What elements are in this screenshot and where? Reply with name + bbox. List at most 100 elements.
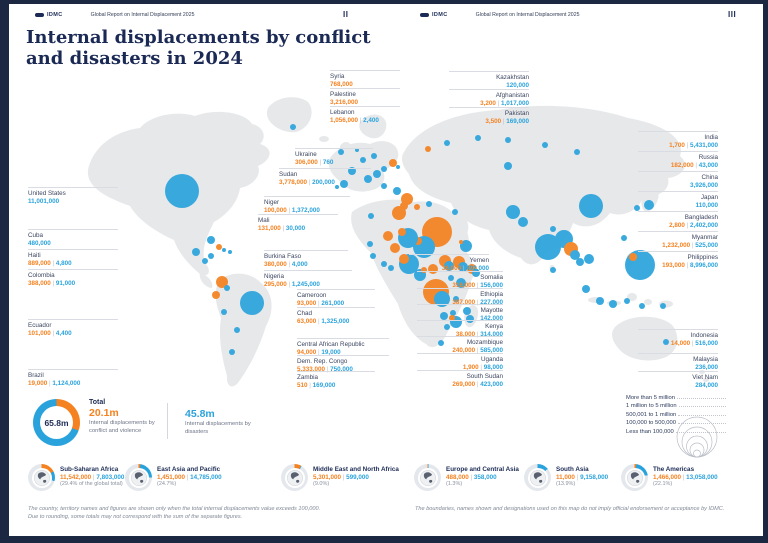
region-name: The Americas bbox=[653, 466, 695, 473]
country-values: 387,000 | 227,000 bbox=[417, 299, 503, 307]
country-name: Niger bbox=[264, 198, 280, 206]
country-label-palestine: Palestine 3,216,000 bbox=[330, 88, 400, 107]
country-values: 182,000 | 43,000 bbox=[638, 162, 718, 170]
value-separator: | bbox=[307, 381, 313, 389]
island-borneo bbox=[627, 293, 637, 301]
country-name: Afghanistan bbox=[495, 91, 529, 99]
country-name: Syria bbox=[330, 72, 345, 80]
totals-disaster-block: 45.8m Internal displacements by disaster… bbox=[185, 408, 265, 436]
disaster-value: 110,000 bbox=[695, 201, 718, 209]
region-share: (29.4% of the global total) bbox=[60, 481, 123, 487]
country-label-indonesia: Indonesia 14,000 | 516,000 bbox=[638, 329, 718, 348]
disaster-bubble bbox=[576, 258, 584, 266]
disaster-bubble bbox=[663, 339, 669, 345]
disaster-value: 516,000 bbox=[695, 339, 718, 347]
country-values: 269,000 | 423,000 bbox=[417, 381, 503, 389]
page-title-line2: and disasters in 2024 bbox=[26, 47, 243, 69]
globe-icon bbox=[626, 469, 643, 486]
country-label-myanmar: Myanmar 1,232,000 | 525,000 bbox=[638, 231, 718, 250]
country-label-syria: Syria 768,000 bbox=[330, 70, 400, 89]
country-label-viet-nam: Viet Nam 284,000 bbox=[638, 371, 718, 390]
country-name: Burkina Faso bbox=[264, 252, 302, 260]
region-scandinavia bbox=[359, 114, 387, 139]
totals-disaster-caption: Internal displacements by disasters bbox=[185, 421, 251, 435]
region-values: 488,000 | 358,000 bbox=[446, 474, 519, 481]
country-label-malaysia: Malaysia 236,000 bbox=[638, 353, 718, 372]
country-values: 120,000 bbox=[449, 82, 529, 90]
totals-donut-value: 65.8m bbox=[40, 406, 73, 439]
globe-icon bbox=[529, 469, 546, 486]
disaster-value: 4,800 bbox=[55, 259, 72, 267]
region-share: (24.7%) bbox=[157, 481, 177, 487]
disaster-bubble bbox=[518, 217, 528, 227]
disaster-value: 19,000 bbox=[321, 348, 341, 356]
country-values: 306,000 | 760 bbox=[295, 159, 373, 167]
country-label-pakistan: Pakistan 3,500 | 169,000 bbox=[449, 107, 529, 126]
country-values: 480,000 bbox=[28, 240, 118, 248]
disaster-bubble bbox=[452, 209, 458, 215]
conflict-value: 380,000 bbox=[264, 260, 287, 268]
country-label-brazil: Brazil 19,000 | 1,124,000 bbox=[28, 369, 118, 388]
region-share: (9.0%) bbox=[313, 481, 330, 487]
conflict-value: 14,000 bbox=[670, 339, 691, 347]
region-values: 1,451,000 | 14,785,000 bbox=[157, 474, 222, 481]
country-label-mali: Mali 131,000 | 30,000 bbox=[258, 214, 338, 233]
disaster-bubble bbox=[458, 262, 468, 272]
country-label-ukraine: Ukraine 306,000 | 760 bbox=[295, 148, 373, 167]
disaster-bubble bbox=[373, 170, 381, 178]
island-sulawesi bbox=[644, 299, 652, 305]
disaster-value: 284,000 bbox=[695, 381, 718, 389]
disaster-value: 585,000 bbox=[480, 346, 503, 354]
country-values: 63,000 | 1,325,000 bbox=[297, 318, 375, 326]
conflict-bubble bbox=[459, 240, 463, 244]
country-values: 1,232,000 | 525,000 bbox=[638, 242, 718, 250]
region-ring-hole bbox=[31, 467, 52, 488]
value-separator: | bbox=[478, 363, 484, 371]
conflict-value: 3,200 bbox=[480, 99, 496, 107]
country-values: 1,056,000 | 2,400 bbox=[330, 117, 400, 125]
disaster-bubble bbox=[381, 261, 387, 267]
disaster-value: 156,000 bbox=[480, 281, 503, 289]
region-disaster-value: 13,058,000 bbox=[686, 473, 718, 481]
disaster-value: 525,000 bbox=[695, 241, 718, 249]
country-label-mayotte: Mayotte 142,000 bbox=[417, 304, 503, 323]
disaster-bubble bbox=[542, 142, 548, 148]
region-name: Europe and Central Asia bbox=[446, 466, 519, 473]
region-ring-hole bbox=[284, 467, 305, 488]
size-legend-circles bbox=[676, 416, 718, 458]
disaster-value: 1,372,000 bbox=[291, 206, 320, 214]
value-separator: | bbox=[690, 339, 696, 347]
country-name: Sudan bbox=[279, 170, 298, 178]
page-number-right: III bbox=[728, 10, 737, 19]
value-separator: | bbox=[475, 380, 481, 388]
country-values: 2,800 | 2,402,000 bbox=[638, 222, 718, 230]
size-legend-leader bbox=[677, 423, 726, 425]
idmc-logo-text: IDMC bbox=[47, 12, 63, 18]
country-name: Viet Nam bbox=[692, 373, 718, 381]
disaster-bubble bbox=[574, 149, 580, 155]
region-card-the-americas: The Americas 1,466,000 | 13,058,000 (22.1%… bbox=[621, 464, 718, 491]
country-values: 193,000 | 8,996,000 bbox=[638, 262, 718, 270]
disaster-bubble bbox=[609, 300, 617, 308]
disaster-bubble bbox=[584, 254, 594, 264]
country-name: Uganda bbox=[480, 355, 503, 363]
disaster-bubble bbox=[228, 250, 232, 254]
region-text: Sub-Saharan Africa 11,542,000 | 7,803,000… bbox=[60, 464, 124, 487]
value-separator: | bbox=[684, 221, 690, 229]
country-name: Cuba bbox=[28, 231, 44, 239]
region-values: 11,542,000 | 7,803,000 bbox=[60, 474, 124, 481]
country-label-china: China 3,926,000 bbox=[638, 171, 718, 190]
country-label-ethiopia: Ethiopia 387,000 | 227,000 bbox=[417, 288, 503, 307]
footnote-left: The country, territory names and figures… bbox=[28, 505, 380, 522]
region-card-sub-saharan-africa: Sub-Saharan Africa 11,542,000 | 7,803,000… bbox=[28, 464, 124, 491]
country-name: Indonesia bbox=[690, 331, 718, 339]
header-right: IDMC Global Report on Internal Displacem… bbox=[420, 11, 579, 19]
region-name: Middle East and North Africa bbox=[313, 466, 399, 473]
value-separator: | bbox=[316, 348, 322, 356]
value-separator: | bbox=[475, 298, 481, 306]
country-values: 3,500 | 169,000 bbox=[449, 118, 529, 126]
disaster-value: 200,000 bbox=[312, 178, 335, 186]
disaster-bubble bbox=[224, 285, 230, 291]
country-values: 38,000 | 314,000 bbox=[417, 331, 503, 339]
disaster-bubble bbox=[624, 298, 630, 304]
